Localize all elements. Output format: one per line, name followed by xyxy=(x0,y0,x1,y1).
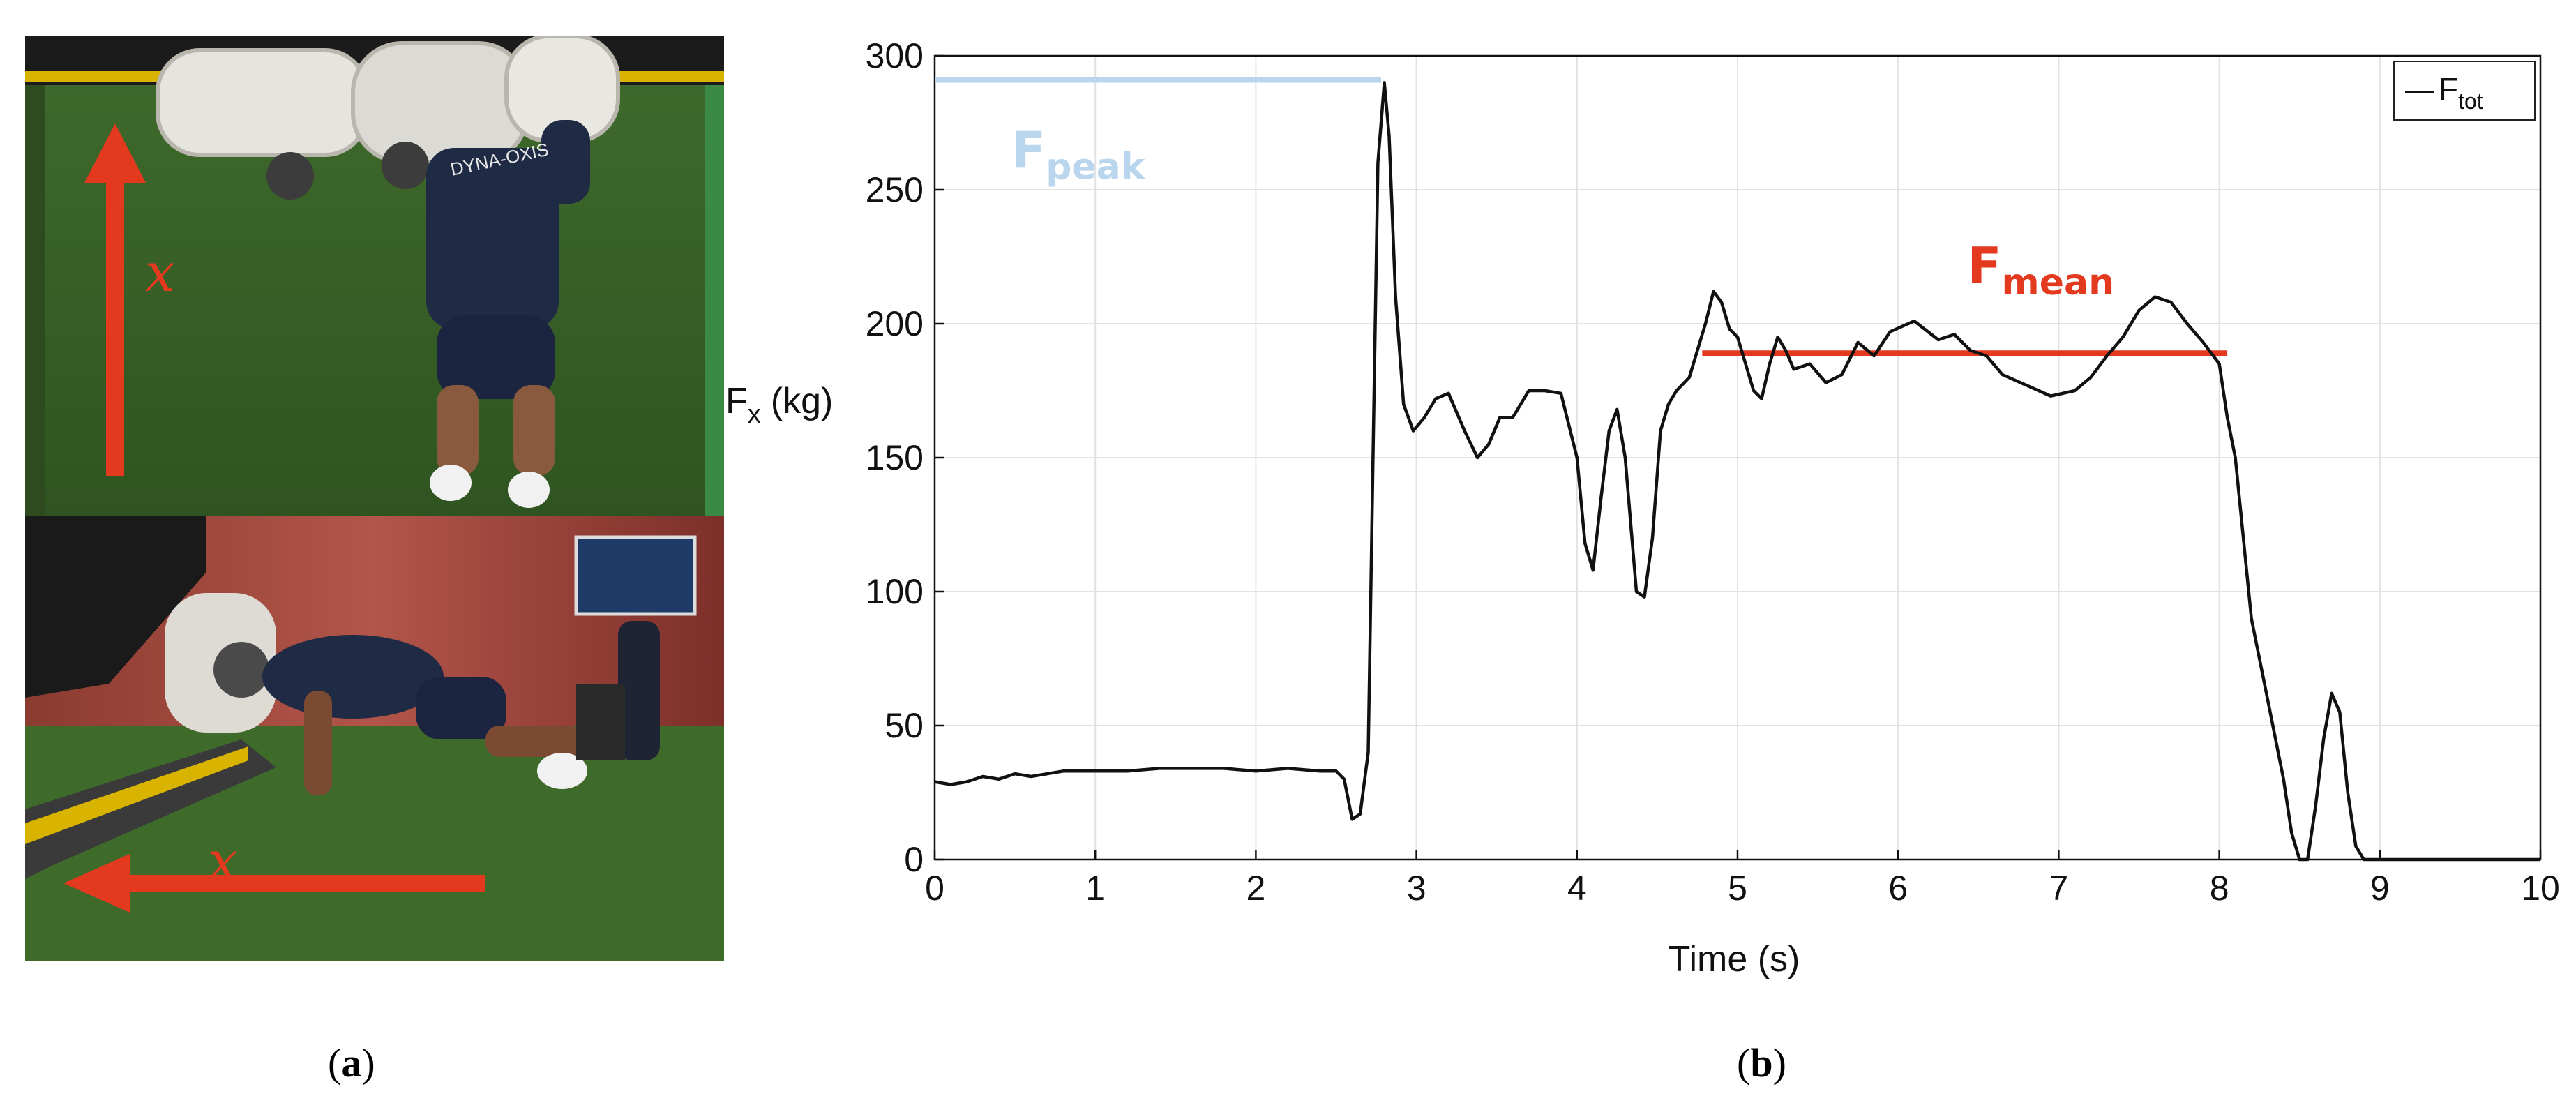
y-tick-label: 250 xyxy=(866,170,924,209)
equipment-box xyxy=(576,684,625,760)
sensor-left xyxy=(266,152,314,200)
svg-text:Fx(kg): Fx (kg) xyxy=(725,381,833,429)
right-rail xyxy=(705,36,724,516)
x-arrow-left xyxy=(63,854,485,913)
staff-person xyxy=(618,621,660,760)
sensor-right xyxy=(382,142,429,189)
y-axis-label-main: F xyxy=(725,381,748,421)
series-line-ftot xyxy=(934,81,2540,862)
caption-a-letter: a xyxy=(341,1040,362,1086)
x-tick-label: 4 xyxy=(1567,869,1587,908)
x-tick-label: 6 xyxy=(1888,869,1908,908)
x-tick-label: 0 xyxy=(925,869,944,908)
x-tick-label: 8 xyxy=(2210,869,2229,908)
mean-label: Fmean xyxy=(1967,236,2114,303)
grass xyxy=(25,726,724,961)
y-tick-label: 300 xyxy=(866,36,924,75)
legend: Ftot xyxy=(2393,61,2536,121)
annotations: Fpeak Fmean xyxy=(935,77,2228,356)
bottom-arrow-label: x xyxy=(208,829,238,892)
scrum-machine xyxy=(25,516,276,879)
top-photo-art: DYNA-OXIS x xyxy=(25,36,724,516)
x-tick-label: 3 xyxy=(1407,869,1426,908)
y-tick-label: 50 xyxy=(884,706,924,745)
top-photo: DYNA-OXIS x xyxy=(25,36,724,516)
x-axis-label: Time (s) xyxy=(1669,939,1800,979)
screen xyxy=(574,535,697,616)
y-axis-label-sub: x xyxy=(748,400,761,429)
x-tick-label: 5 xyxy=(1728,869,1747,908)
y-tick-label: 150 xyxy=(866,438,924,477)
y-axis-label: Fx (kg) xyxy=(725,381,833,429)
x-tick-label: 10 xyxy=(2521,869,2560,908)
x-tick-label: 7 xyxy=(2049,869,2068,908)
y-tick-label: 0 xyxy=(904,840,924,879)
caption-a: (a) xyxy=(328,1040,375,1086)
caption-b: (b) xyxy=(1737,1040,1786,1086)
x-tick-label: 2 xyxy=(1246,869,1265,908)
bottom-photo: x xyxy=(25,516,724,961)
peak-label: Fpeak xyxy=(1011,121,1146,188)
x-arrow-up xyxy=(84,123,146,476)
scrum-pads xyxy=(156,36,620,164)
y-axis-label-unit: (kg) xyxy=(771,381,834,421)
y-tick-label: 200 xyxy=(866,304,924,343)
x-tick-label: 9 xyxy=(2370,869,2390,908)
bottom-photo-art: x xyxy=(25,516,724,961)
grid xyxy=(934,55,2541,860)
top-arrow-label: x xyxy=(145,241,175,303)
player-top xyxy=(426,120,590,508)
x-tick-label: 1 xyxy=(1085,869,1105,908)
caption-b-letter: b xyxy=(1750,1040,1773,1086)
left-rail xyxy=(25,36,45,516)
y-tick-label: 100 xyxy=(866,572,924,611)
series xyxy=(934,81,2540,862)
player-side xyxy=(262,635,587,795)
legend-label: Ftot xyxy=(2439,71,2483,114)
